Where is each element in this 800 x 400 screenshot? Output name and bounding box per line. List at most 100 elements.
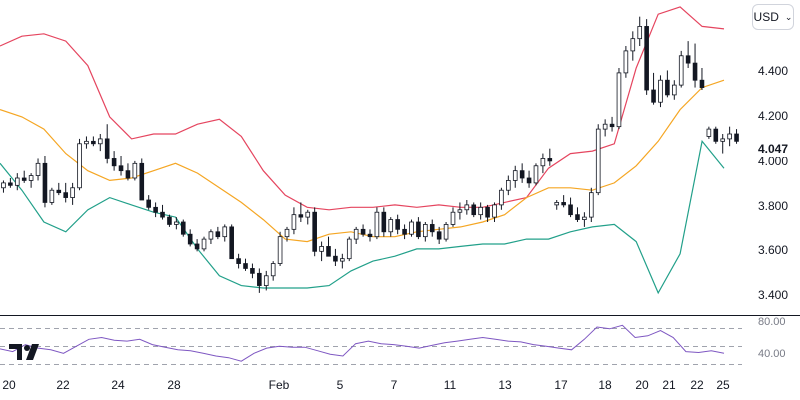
candle-body-down (104, 138, 110, 159)
candle-body-down (180, 221, 186, 235)
candle (637, 16, 643, 46)
candle (692, 43, 698, 88)
candle-body-up (492, 204, 497, 218)
candle-body-up (77, 143, 82, 189)
candle (125, 163, 131, 181)
candle-body-down (312, 211, 317, 252)
candle-body-down (734, 133, 739, 142)
candle-body-down (298, 214, 304, 218)
candle-body-up (84, 140, 89, 145)
candle (436, 226, 442, 244)
candle (250, 263, 255, 279)
candle-body-up (374, 211, 380, 238)
candle-body-down (395, 219, 400, 230)
candle (526, 170, 532, 188)
candle-body-up (478, 206, 483, 216)
candle (554, 200, 560, 210)
candle (208, 229, 214, 244)
bollinger-upper-line (0, 6, 725, 211)
candle (360, 224, 366, 237)
x-tick: 18 (598, 378, 612, 392)
x-tick: 22 (690, 378, 704, 392)
candle-body-up (464, 204, 470, 211)
candle-body-down (187, 233, 193, 245)
candle-body-up (637, 26, 643, 40)
candle (727, 126, 732, 147)
candle (153, 202, 158, 218)
candle (63, 182, 69, 203)
candle (485, 204, 490, 222)
candle-body-down (429, 224, 435, 233)
y-tick: 4.200 (758, 109, 788, 123)
candle (215, 226, 221, 240)
candle-body-up (409, 221, 414, 235)
candle (326, 236, 331, 257)
candle-body-up (270, 263, 276, 277)
candle-body-down (63, 192, 69, 198)
candle (602, 119, 608, 137)
candle (623, 46, 629, 78)
candle (139, 158, 145, 201)
candle-body-up (506, 180, 511, 191)
candle-body-down (685, 55, 691, 64)
candle-body-down (8, 182, 13, 186)
candle-body-up (727, 133, 732, 140)
candle (236, 253, 241, 269)
candle (388, 217, 394, 237)
x-tick: 22 (56, 378, 70, 392)
candle (8, 178, 13, 188)
candle (561, 195, 566, 208)
x-tick: Feb (269, 378, 290, 392)
candle (56, 182, 62, 196)
candle (651, 72, 656, 105)
candle (506, 175, 511, 196)
candle-body-up (616, 72, 622, 128)
rsi-y-tick: 80.00 (758, 316, 786, 328)
candle (713, 126, 719, 144)
candle (616, 68, 622, 130)
x-tick: 25 (716, 378, 730, 392)
candle-body-up (658, 79, 663, 103)
candle-body-down (609, 123, 615, 128)
candle-body-up (499, 189, 504, 206)
candle-body-up (132, 162, 138, 179)
candle (429, 219, 435, 237)
candle-body-down (215, 231, 221, 238)
candle (464, 200, 470, 215)
candle-body-up (630, 38, 636, 52)
candle (187, 229, 193, 247)
candle (478, 202, 483, 220)
candle-body-up (388, 219, 394, 233)
candle-body-down (485, 206, 490, 218)
candle-body-down (229, 226, 234, 260)
x-tick: 13 (498, 378, 512, 392)
candle (243, 258, 248, 271)
currency-label: USD (753, 10, 779, 24)
candle-body-up (222, 226, 228, 238)
candle-body-up (284, 228, 290, 238)
currency-selector[interactable]: USD ⌄ (752, 4, 794, 30)
candle (512, 165, 518, 188)
candle-body-up (353, 228, 359, 240)
candle-body-down (575, 214, 580, 220)
x-tick: 7 (391, 378, 398, 392)
candle (671, 80, 677, 100)
candle-body-up (443, 224, 449, 240)
candle-body-up (49, 189, 55, 203)
candle-body-up (582, 216, 587, 220)
candle-body-down (547, 158, 553, 162)
candle-body-down (243, 263, 248, 269)
candle (21, 170, 27, 183)
candle (180, 219, 186, 237)
candle (28, 173, 34, 188)
candle (97, 134, 103, 152)
candle-body-up (340, 258, 345, 262)
candle (568, 197, 573, 218)
candle-body-up (277, 236, 283, 264)
candle (84, 136, 89, 149)
bollinger-basis-line (0, 79, 725, 243)
candle-body-up (720, 138, 726, 142)
candle (471, 202, 477, 218)
x-tick: 24 (111, 378, 125, 392)
